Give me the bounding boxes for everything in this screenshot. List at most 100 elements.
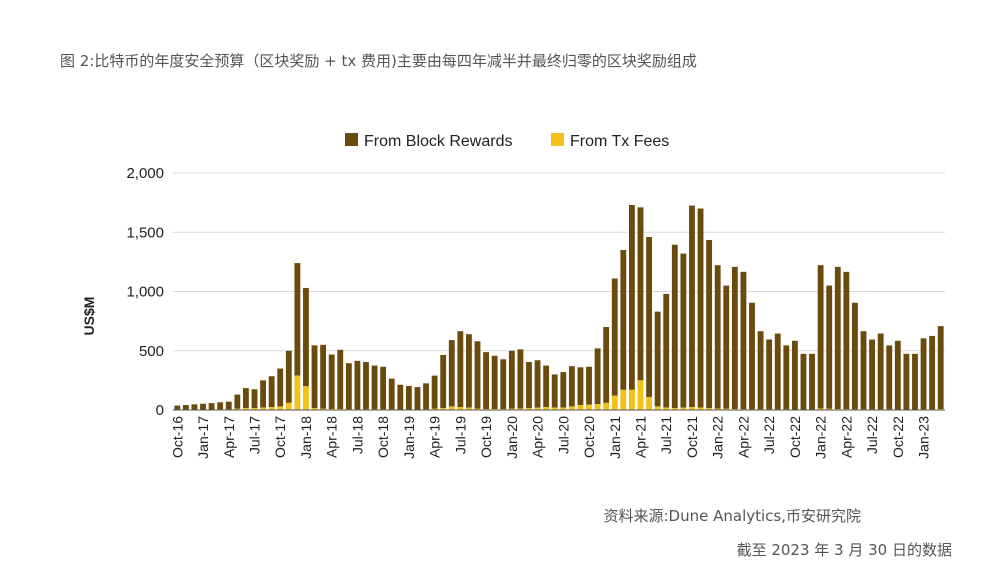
bar-tx-fees xyxy=(560,407,567,410)
bar-block-rewards xyxy=(757,331,764,410)
bar-tx-fees xyxy=(508,408,515,410)
x-tick-label: Apr-19 xyxy=(427,416,443,458)
bar-block-rewards xyxy=(414,387,421,410)
legend-label-tx-fees: From Tx Fees xyxy=(570,133,669,150)
x-tick-label: Oct-22 xyxy=(787,416,803,458)
x-tick-label: Apr-17 xyxy=(221,416,237,458)
bar-block-rewards xyxy=(217,402,224,410)
bars xyxy=(174,204,944,410)
date-note: 截至 2023 年 3 月 30 日的数据 xyxy=(736,541,952,559)
bar-block-rewards xyxy=(680,253,687,408)
x-axis-ticks: Oct-16 Jan-17 Apr-17 Jul-17 Oct-17 Jan-18 Apr-… xyxy=(169,409,945,459)
bar-block-rewards xyxy=(697,208,704,408)
bar-block-rewards xyxy=(208,403,215,410)
bar-block-rewards xyxy=(637,207,644,381)
bar-block-rewards xyxy=(731,266,738,410)
bar-block-rewards xyxy=(191,404,198,410)
bar-block-rewards xyxy=(594,348,601,405)
source-note: 资料来源:Dune Analytics,币安研究院 xyxy=(603,507,862,525)
bar-tx-fees xyxy=(303,386,309,410)
bar-block-rewards xyxy=(423,383,429,410)
bar-block-rewards xyxy=(440,354,447,409)
bar-tx-fees xyxy=(568,406,575,410)
x-tick-label: Jul-21 xyxy=(658,416,674,454)
bar-block-rewards xyxy=(723,285,730,409)
x-tick-label: Oct-19 xyxy=(478,416,494,458)
bar-block-rewards xyxy=(774,333,781,410)
bar-block-rewards xyxy=(251,389,258,409)
bar-block-rewards xyxy=(466,334,472,408)
bar-block-rewards xyxy=(646,236,652,397)
bar-tx-fees xyxy=(251,408,258,410)
y-tick-label: 500 xyxy=(139,343,164,360)
bar-block-rewards xyxy=(388,378,395,410)
bar-tx-fees xyxy=(285,402,292,410)
bar-block-rewards xyxy=(303,287,309,387)
bar-block-rewards xyxy=(903,353,910,410)
bar-tx-fees xyxy=(826,408,833,410)
bar-tx-fees xyxy=(706,408,713,410)
bar-block-rewards xyxy=(242,388,249,409)
bar-block-rewards xyxy=(568,366,575,407)
bar-block-rewards xyxy=(200,403,206,410)
x-tick-label: Jul-22 xyxy=(761,416,777,454)
x-tick-label: Jan-23 xyxy=(916,416,932,459)
bar-block-rewards xyxy=(371,365,378,410)
x-tick-label: Jul-19 xyxy=(452,416,468,454)
x-tick-label: Jan-18 xyxy=(298,416,314,459)
x-tick-label: Apr-21 xyxy=(632,416,648,458)
bar-block-rewards xyxy=(363,362,369,410)
x-tick-label: Jul-20 xyxy=(555,416,571,454)
x-tick-label: Apr-20 xyxy=(530,416,546,458)
bar-block-rewards xyxy=(526,362,532,409)
bar-chart: From Block Rewards From Tx Fees US$M 0 50… xyxy=(81,133,945,459)
bar-tx-fees xyxy=(517,408,524,410)
bar-tx-fees xyxy=(474,408,481,410)
bar-block-rewards xyxy=(174,405,181,410)
bar-block-rewards xyxy=(345,363,352,410)
bar-block-rewards xyxy=(809,353,815,410)
bar-tx-fees xyxy=(628,389,635,410)
bar-block-rewards xyxy=(268,376,275,408)
bar-tx-fees xyxy=(294,375,301,410)
bar-block-rewards xyxy=(749,302,755,410)
bar-block-rewards xyxy=(689,205,695,408)
x-tick-label: Oct-20 xyxy=(581,416,597,458)
bar-tx-fees xyxy=(603,402,610,410)
bar-block-rewards xyxy=(457,331,464,408)
bar-block-rewards xyxy=(937,326,944,410)
x-tick-label: Oct-21 xyxy=(684,416,700,458)
bar-tx-fees xyxy=(260,407,266,410)
bar-tx-fees xyxy=(654,406,661,410)
bar-block-rewards xyxy=(534,360,541,408)
bar-block-rewards xyxy=(491,355,498,410)
bar-block-rewards xyxy=(800,353,807,410)
bar-block-rewards xyxy=(380,366,387,410)
bar-block-rewards xyxy=(483,352,490,410)
bar-tx-fees xyxy=(277,406,284,410)
bar-tx-fees xyxy=(534,407,541,410)
bar-block-rewards xyxy=(611,278,618,396)
x-tick-label: Jan-21 xyxy=(607,416,623,459)
bar-block-rewards xyxy=(834,266,841,410)
legend-swatch-tx-fees xyxy=(551,133,564,146)
bar-tx-fees xyxy=(620,389,627,410)
bar-block-rewards xyxy=(500,359,507,410)
x-tick-label: Apr-18 xyxy=(324,416,340,458)
x-tick-label: Apr-22 xyxy=(838,416,854,458)
bar-tx-fees xyxy=(448,406,455,410)
bar-block-rewards xyxy=(405,385,412,410)
bar-tx-fees xyxy=(311,408,318,410)
y-tick-label: 1,000 xyxy=(126,284,164,301)
bar-block-rewards xyxy=(586,366,592,405)
bar-tx-fees xyxy=(637,380,644,410)
x-tick-label: Oct-17 xyxy=(272,416,288,458)
bar-block-rewards xyxy=(706,239,713,409)
bar-tx-fees xyxy=(431,408,438,410)
bar-tx-fees xyxy=(586,404,592,410)
y-tick-label: 0 xyxy=(156,402,164,419)
x-tick-label: Apr-22 xyxy=(735,416,751,458)
bar-tx-fees xyxy=(242,408,249,410)
bar-tx-fees xyxy=(577,405,584,410)
bar-tx-fees xyxy=(457,407,464,410)
